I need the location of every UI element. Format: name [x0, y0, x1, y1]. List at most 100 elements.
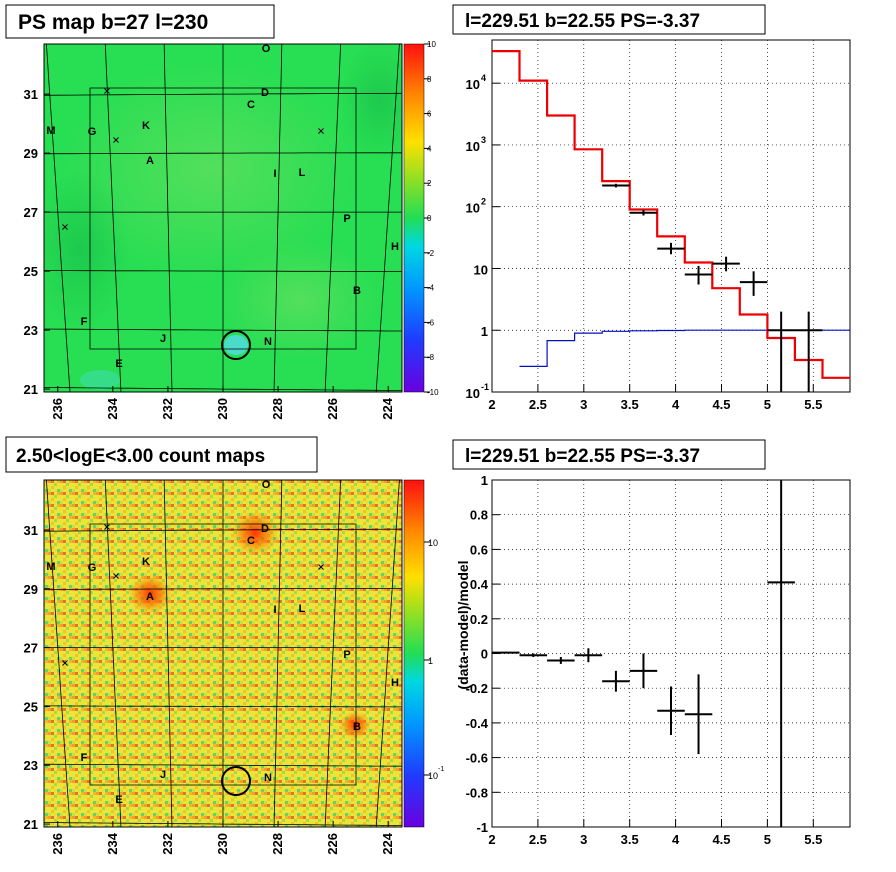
- spectrum-y-tick-exp: -1: [481, 382, 489, 392]
- spectrum-total-model: [492, 50, 850, 379]
- psmap-colorbar-label: 6: [427, 110, 432, 119]
- psmap-grid-lon: [324, 44, 342, 392]
- countmap-colorbar-label: 10: [428, 771, 438, 781]
- residual-y-tick-label: 0.6: [470, 542, 488, 557]
- countmap-grid-lon: [324, 480, 342, 827]
- psmap-x-tick-label: 232: [160, 398, 175, 420]
- residual-x-tick-label: 2: [488, 832, 495, 847]
- countmap-x-tick-label: 236: [50, 833, 65, 855]
- countmap-source-label: B: [353, 721, 361, 733]
- spectrum-y-tick-label: 10: [466, 386, 480, 401]
- psmap-y-tick-label: 27: [24, 205, 38, 220]
- psmap-colorbar-label: -4: [427, 284, 435, 293]
- spectrum-y-tick-label: 10: [466, 139, 480, 154]
- psmap-source-label: J: [160, 333, 166, 345]
- psmap-y-tick-label: 23: [24, 323, 38, 338]
- psmap-source-label: E: [115, 358, 122, 370]
- residual-y-tick-label: -1: [476, 820, 488, 835]
- spectrum-y-tick-label: 10: [466, 77, 480, 92]
- residual-y-tick-label: -0.2: [466, 681, 488, 696]
- residual-frame: [491, 479, 851, 828]
- spectrum-x-tick-label: 5.5: [804, 397, 822, 412]
- spectrum-y-tick-exp: 2: [481, 197, 486, 207]
- countmap-colorbar-label: 1: [428, 656, 433, 666]
- countmap-source-label: K: [142, 556, 150, 568]
- psmap-y-tick-label: 29: [24, 146, 38, 161]
- residual-panel: l=229.51 b=22.55 PS=-3.37 2 2.5 3 3.5 4 4.5 5 5…: [452, 439, 851, 847]
- residual-y-tick-label: 0: [481, 647, 488, 662]
- psmap-colorbar-label: -6: [427, 318, 435, 327]
- psmap-source-label: I: [273, 168, 276, 180]
- countmap-grid-lon: [273, 480, 283, 827]
- countmap-x-tick-label: 226: [325, 833, 340, 855]
- countmap-grid-lon: [104, 480, 122, 827]
- psmap-grid-lon: [375, 44, 400, 392]
- residual-y-tick-label: 1: [481, 473, 488, 488]
- spectrum-title-box: [452, 4, 766, 35]
- residual-y-tick-label: 0.4: [470, 577, 489, 592]
- psmap-marker-icon: [104, 88, 110, 94]
- psmap-marker-icon: [318, 128, 324, 134]
- countmap-panel: 2.50<logE<3.00 count maps O DC K G M A I L P H B F J…: [5, 436, 444, 855]
- countmap-marker-icon: [62, 660, 68, 666]
- countmap-grid-lon: [163, 480, 173, 827]
- countmap-marker-icon: [318, 564, 324, 570]
- countmap-grid-lon: [45, 480, 71, 827]
- spectrum-title: l=229.51 b=22.55 PS=-3.37: [465, 11, 700, 32]
- psmap-colorbar-label: 2: [427, 179, 432, 188]
- psmap-source-label: D: [261, 87, 269, 99]
- countmap-source-label: A: [146, 591, 154, 603]
- psmap-grid-lon: [163, 44, 173, 392]
- spectrum-panel: l=229.51 b=22.55 PS=-3.37 2 2.5 3 3.5 4 4.5 5 5…: [452, 4, 851, 412]
- countmap-source-label: E: [115, 794, 122, 806]
- countmap-y-tick-label: 29: [24, 582, 38, 597]
- psmap-source-label: N: [264, 336, 272, 348]
- psmap-y-tick-label: 25: [24, 264, 38, 279]
- psmap-source-label: C: [247, 99, 255, 111]
- countmap-grid-lon: [375, 480, 400, 827]
- countmap-colorbar: [403, 479, 425, 828]
- countmap-y-tick-label: 25: [24, 699, 38, 714]
- residual-x-tick-label: 3: [580, 832, 587, 847]
- spectrum-x-tick-label: 3: [580, 397, 587, 412]
- countmap-marker-icon: [104, 524, 110, 530]
- psmap-region-outline: [89, 87, 357, 350]
- countmap-region-outline: [89, 523, 357, 786]
- countmap-source-label: P: [343, 649, 350, 661]
- residual-y-tick-label: 0.2: [470, 612, 488, 627]
- residual-y-tick-label: -0.4: [466, 716, 489, 731]
- spectrum-x-tick-label: 4: [672, 397, 680, 412]
- residual-y-tick-label: 0.8: [470, 508, 488, 523]
- psmap-y-tick-label: 31: [24, 87, 38, 102]
- psmap-colorbar-label: 8: [427, 75, 432, 84]
- countmap-y-tick-label: 27: [24, 641, 38, 656]
- countmap-source-label: J: [160, 769, 166, 781]
- spectrum-y-tick-label: 10: [466, 201, 480, 216]
- residual-x-tick-label: 4: [672, 832, 680, 847]
- psmap-grid-lon: [104, 44, 122, 392]
- residual-title-box: [452, 439, 766, 470]
- psmap-colorbar: [403, 43, 425, 393]
- residual-y-tick-label: -0.6: [466, 751, 488, 766]
- countmap-source-label: C: [247, 535, 255, 547]
- countmap-x-tick-label: 224: [380, 832, 395, 854]
- countmap-source-label: L: [299, 603, 306, 615]
- psmap-colorbar-label: 4: [427, 144, 432, 153]
- psmap-source-label: O: [262, 43, 271, 55]
- residual-x-tick-label: 5.5: [804, 832, 822, 847]
- psmap-colorbar-label: -2: [427, 249, 435, 258]
- psmap-y-tick-label: 21: [24, 382, 38, 397]
- psmap-x-tick-label: 224: [380, 397, 395, 419]
- psmap-source-label: B: [353, 285, 361, 297]
- psmap-source-label: L: [299, 167, 306, 179]
- spectrum-y-tick-label: 10: [474, 262, 488, 277]
- spectrum-y-tick-exp: 3: [481, 135, 486, 145]
- countmap-x-tick-label: 228: [270, 833, 285, 855]
- spectrum-x-tick-label: 2.5: [529, 397, 547, 412]
- psmap-source-label: A: [146, 155, 154, 167]
- psmap-source-label: H: [391, 241, 399, 253]
- countmap-y-tick-label: 31: [24, 523, 38, 538]
- countmap-source-label: G: [88, 562, 97, 574]
- residual-x-tick-label: 5: [764, 832, 771, 847]
